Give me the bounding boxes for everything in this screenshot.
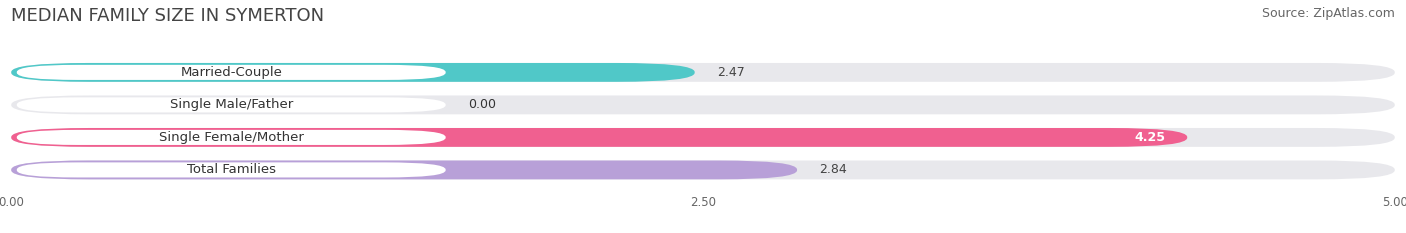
Text: Source: ZipAtlas.com: Source: ZipAtlas.com	[1261, 7, 1395, 20]
Text: 2.84: 2.84	[820, 163, 846, 176]
FancyBboxPatch shape	[17, 65, 446, 80]
FancyBboxPatch shape	[11, 63, 695, 82]
Text: 0.00: 0.00	[468, 98, 496, 111]
FancyBboxPatch shape	[17, 162, 446, 178]
FancyBboxPatch shape	[17, 130, 446, 145]
FancyBboxPatch shape	[11, 63, 1395, 82]
Text: Married-Couple: Married-Couple	[180, 66, 283, 79]
Text: Single Female/Mother: Single Female/Mother	[159, 131, 304, 144]
Text: MEDIAN FAMILY SIZE IN SYMERTON: MEDIAN FAMILY SIZE IN SYMERTON	[11, 7, 325, 25]
Text: Single Male/Father: Single Male/Father	[170, 98, 292, 111]
FancyBboxPatch shape	[11, 128, 1187, 147]
Text: 2.47: 2.47	[717, 66, 745, 79]
Text: 4.25: 4.25	[1135, 131, 1166, 144]
FancyBboxPatch shape	[11, 161, 797, 179]
FancyBboxPatch shape	[11, 161, 1395, 179]
FancyBboxPatch shape	[11, 128, 1395, 147]
FancyBboxPatch shape	[11, 96, 1395, 114]
FancyBboxPatch shape	[17, 97, 446, 113]
Text: Total Families: Total Families	[187, 163, 276, 176]
